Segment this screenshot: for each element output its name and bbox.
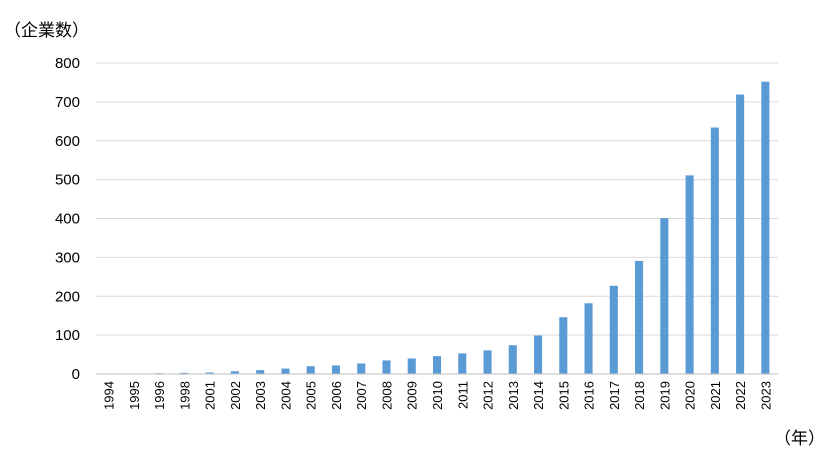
bar-2015 — [559, 317, 568, 374]
y-tick-label: 800 — [55, 55, 80, 72]
x-tick-label: 2019 — [657, 381, 672, 410]
bar-2023 — [761, 81, 770, 374]
x-tick-label: 2013 — [506, 381, 521, 410]
bar-2018 — [635, 260, 644, 374]
y-tick-label: 600 — [55, 133, 80, 150]
bar-2006 — [331, 365, 341, 374]
x-tick-label: 2009 — [405, 381, 420, 410]
x-tick-label: 1998 — [177, 381, 192, 410]
x-tick-label: 2011 — [455, 381, 470, 409]
bars — [104, 81, 770, 375]
y-axis-label: （企業数） — [4, 21, 89, 41]
x-tick-label: 2015 — [556, 381, 571, 410]
bar-2020 — [685, 175, 694, 374]
x-tick-label: 2023 — [758, 381, 773, 410]
bar-2021 — [710, 127, 719, 374]
bar-2022 — [736, 94, 745, 375]
y-tick-label: 400 — [55, 211, 80, 228]
x-tick-label: 2014 — [531, 381, 546, 410]
bar-2009 — [407, 358, 416, 374]
x-tick-label: 1994 — [102, 381, 117, 410]
x-tick-label: 2008 — [379, 381, 394, 410]
x-tick-label: 2021 — [708, 381, 723, 410]
x-tick-label: 1996 — [152, 381, 167, 410]
x-tick-label: 2003 — [253, 381, 268, 410]
bar-2017 — [609, 285, 618, 374]
bar-2004 — [281, 368, 290, 374]
x-tick-label: 2012 — [481, 381, 496, 410]
bar-2013 — [508, 345, 517, 374]
x-axis-ticks: 1994 1995 1996 1998 2001 2002 2003 2004 2005 2006… — [102, 381, 774, 410]
bar-2014 — [533, 335, 543, 374]
x-tick-label: 2020 — [683, 381, 698, 410]
y-tick-label: 500 — [55, 172, 80, 189]
y-tick-label: 200 — [55, 288, 80, 305]
bar-2002 — [230, 371, 239, 374]
x-tick-label: 2017 — [607, 381, 622, 410]
bar-2001 — [205, 372, 214, 374]
x-tick-label: 2007 — [354, 381, 369, 410]
y-tick-label: 300 — [55, 249, 80, 266]
bar-2008 — [382, 360, 391, 374]
x-tick-label: 2022 — [733, 381, 748, 410]
bar-2012 — [483, 350, 492, 374]
x-tick-label: 2018 — [632, 381, 647, 410]
y-tick-label: 0 — [72, 366, 80, 383]
x-tick-label: 2004 — [278, 381, 293, 410]
x-tick-label: 2006 — [329, 381, 344, 410]
x-axis-label: （年） — [774, 429, 825, 449]
bar-1998 — [180, 372, 189, 374]
y-tick-label: 100 — [55, 327, 80, 344]
x-tick-label: 2002 — [228, 381, 243, 410]
x-tick-label: 2010 — [430, 381, 445, 410]
bar-2007 — [357, 363, 366, 374]
gridlines — [96, 62, 778, 336]
x-tick-label: 2001 — [203, 381, 218, 410]
bar-2011 — [458, 353, 467, 374]
x-tick-label: 2016 — [582, 381, 597, 410]
bar-2010 — [432, 356, 442, 374]
y-axis-ticks: 0 100 200 300 400 500 600 700 800 — [55, 55, 80, 383]
bar-2016 — [584, 303, 593, 374]
y-tick-label: 700 — [55, 94, 80, 111]
bar-2005 — [306, 366, 315, 374]
bar-2019 — [660, 218, 669, 374]
bar-2003 — [256, 370, 265, 374]
x-tick-label: 2005 — [304, 381, 319, 410]
x-tick-label: 1995 — [127, 381, 142, 410]
